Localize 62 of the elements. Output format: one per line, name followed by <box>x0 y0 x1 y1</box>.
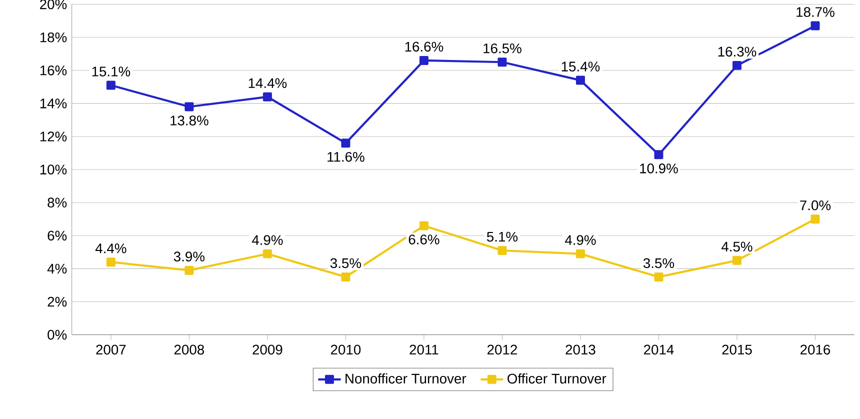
data-label: 3.5% <box>330 258 362 268</box>
data-label: 6.6% <box>408 234 440 244</box>
data-label: 7.0% <box>800 200 831 210</box>
point <box>576 76 585 85</box>
x-tick-label: 2009 <box>252 344 282 355</box>
y-tick-label: 16% <box>40 65 67 76</box>
point <box>419 221 428 230</box>
legend-label: Officer Turnover <box>508 373 606 384</box>
point <box>654 272 664 282</box>
data-label: 4.9% <box>564 235 596 245</box>
data-label: 15.1% <box>92 66 130 76</box>
y-tick-label: 12% <box>40 132 67 142</box>
data-label: 16.5% <box>484 43 522 54</box>
data-label: 13.8% <box>170 116 208 126</box>
data-label: 10.9% <box>640 164 678 174</box>
y-tick-label: 14% <box>40 98 67 108</box>
data-label: 14.4% <box>248 78 287 88</box>
point <box>341 138 350 148</box>
x-tick-label: 2011 <box>410 344 438 355</box>
x-tick-label: 2008 <box>174 344 204 355</box>
data-label: 5.1% <box>486 232 518 242</box>
legend-label: Nonofficer Turnover <box>346 373 466 384</box>
point <box>810 214 820 224</box>
point <box>654 150 664 160</box>
data-label: 16.3% <box>718 46 756 57</box>
y-tick-label: 18% <box>40 32 67 42</box>
point <box>419 56 428 65</box>
point <box>498 58 507 67</box>
point <box>498 246 507 255</box>
x-tick-label: 2010 <box>330 344 361 355</box>
point <box>106 80 116 90</box>
point <box>184 266 194 275</box>
data-label: 4.4% <box>95 243 126 254</box>
point <box>732 256 742 265</box>
data-label: 4.9% <box>252 235 283 245</box>
point <box>732 60 742 70</box>
point <box>106 258 116 267</box>
y-tick-label: 0% <box>48 330 67 340</box>
x-tick-label: 2013 <box>566 344 596 355</box>
x-tick-label: 2014 <box>644 344 674 355</box>
data-label: 3.9% <box>174 252 204 262</box>
x-tick-label: 2012 <box>487 344 517 355</box>
x-tick-label: 2015 <box>722 344 752 355</box>
y-tick-label: 2% <box>48 296 67 307</box>
y-tick-label: 6% <box>48 230 67 241</box>
data-label: 18.7% <box>796 7 834 17</box>
data-label: 4.5% <box>721 242 752 252</box>
data-label: 3.5% <box>643 258 674 268</box>
x-tick-label: 2016 <box>800 344 830 355</box>
point <box>262 92 272 102</box>
data-label: 11.6% <box>328 152 364 162</box>
data-label: 15.4% <box>562 62 600 72</box>
point <box>184 102 194 112</box>
y-tick-label: 10% <box>40 164 67 174</box>
point <box>262 249 272 258</box>
data-label: 16.6% <box>405 42 444 52</box>
point <box>576 249 585 258</box>
y-tick-label: 4% <box>47 264 67 274</box>
y-tick-label: 8% <box>48 198 67 208</box>
point <box>810 21 820 30</box>
x-tick-label: 2007 <box>96 344 126 355</box>
point <box>341 272 350 282</box>
